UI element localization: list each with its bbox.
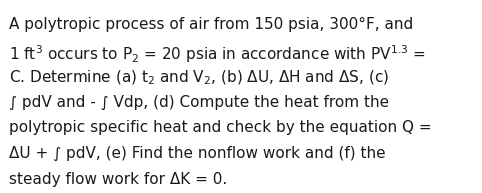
- Text: C. Determine (a) t$_{2}$ and V$_{2}$, (b) ΔU, ΔH and ΔS, (c): C. Determine (a) t$_{2}$ and V$_{2}$, (b…: [9, 69, 389, 87]
- Text: ΔU + ∫ pdV, (e) Find the nonflow work and (f) the: ΔU + ∫ pdV, (e) Find the nonflow work an…: [9, 146, 385, 161]
- Text: ∫ pdV and - ∫ Vdp, (d) Compute the heat from the: ∫ pdV and - ∫ Vdp, (d) Compute the heat …: [9, 94, 389, 110]
- Text: 1 ft$^{3}$ occurs to P$_{2}$ = 20 psia in accordance with PV$^{1.3}$ =: 1 ft$^{3}$ occurs to P$_{2}$ = 20 psia i…: [9, 43, 425, 65]
- Text: steady flow work for ΔK = 0.: steady flow work for ΔK = 0.: [9, 172, 227, 187]
- Text: A polytropic process of air from 150 psia, 300°F, and: A polytropic process of air from 150 psi…: [9, 17, 413, 32]
- Text: polytropic specific heat and check by the equation Q =: polytropic specific heat and check by th…: [9, 120, 431, 135]
